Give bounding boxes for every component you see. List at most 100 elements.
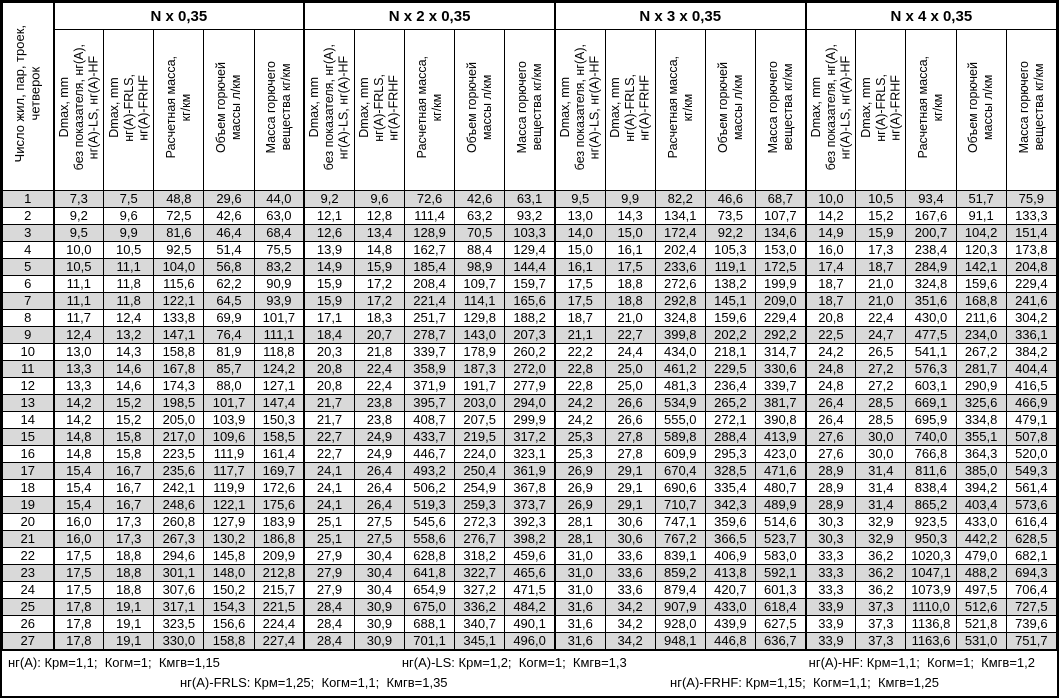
value-cell: 28,5 xyxy=(855,394,907,412)
value-cell: 9,6 xyxy=(103,207,155,225)
value-cell: 134,6 xyxy=(754,224,807,242)
value-cell: 9,9 xyxy=(604,190,656,208)
value-cell: 276,7 xyxy=(454,530,506,548)
table-row: 21 16,0 17,3 267,3 130,2 186,8 25,1 27,5 558,6 27… xyxy=(2,530,1057,548)
value-cell: 17,5 xyxy=(52,564,105,582)
value-cell: 32,9 xyxy=(855,530,907,548)
value-cell: 30,4 xyxy=(353,547,405,565)
value-cell: 616,4 xyxy=(1005,513,1057,531)
column-header-label: Dmax, mm без показателя, нг(А), нг(А)-LS… xyxy=(307,44,351,171)
value-cell: 34,2 xyxy=(604,598,656,616)
value-cell: 15,2 xyxy=(855,207,907,225)
value-cell: 207,3 xyxy=(504,326,556,344)
column-header-label: Объем горючей массы л/км xyxy=(464,61,494,154)
table-row: 6 11,1 11,8 115,6 62,2 90,9 15,9 17,2 208,4 109,7… xyxy=(2,275,1057,293)
value-cell: 18,7 xyxy=(804,275,857,293)
value-cell: 345,1 xyxy=(454,632,506,650)
column-header-label: Dmax, mm без показателя, нг(А), нг(А)-LS… xyxy=(808,44,853,171)
value-cell: 104,2 xyxy=(955,224,1007,242)
column-header-cell: Масса горючего вещества кг/км xyxy=(754,29,807,191)
value-cell: 549,3 xyxy=(1005,462,1057,480)
value-cell: 22,7 xyxy=(604,326,656,344)
value-cell: 24,2 xyxy=(553,394,606,412)
value-cell: 33,3 xyxy=(804,547,857,565)
value-cell: 211,6 xyxy=(955,309,1007,327)
value-cell: 111,9 xyxy=(203,445,255,463)
value-cell: 740,0 xyxy=(905,428,957,446)
table-row: 13 14,2 15,2 198,5 101,7 147,4 21,7 23,8 395,7 20… xyxy=(2,394,1057,412)
value-cell: 24,8 xyxy=(804,360,857,378)
value-cell: 134,1 xyxy=(654,207,706,225)
value-cell: 512,6 xyxy=(955,598,1007,616)
value-cell: 20,8 xyxy=(804,309,857,327)
value-cell: 119,1 xyxy=(704,258,756,276)
value-cell: 10,0 xyxy=(804,190,857,208)
value-cell: 147,1 xyxy=(153,326,205,344)
row-number-cell: 13 xyxy=(2,394,54,412)
value-cell: 36,2 xyxy=(855,581,907,599)
value-cell: 294,6 xyxy=(153,547,205,565)
value-cell: 20,7 xyxy=(353,326,405,344)
row-number-cell: 23 xyxy=(2,564,54,582)
value-cell: 636,7 xyxy=(754,632,807,650)
value-cell: 161,4 xyxy=(253,445,305,463)
value-cell: 62,2 xyxy=(203,275,255,293)
value-cell: 751,7 xyxy=(1005,632,1057,650)
value-cell: 284,9 xyxy=(905,258,957,276)
value-cell: 172,6 xyxy=(253,479,305,497)
value-cell: 670,4 xyxy=(654,462,706,480)
table-row: 2 9,2 9,6 72,5 42,6 63,0 12,1 12,8 111,4 63,2 93,2… xyxy=(2,207,1057,225)
value-cell: 254,9 xyxy=(454,479,506,497)
value-cell: 27,9 xyxy=(303,547,355,565)
value-cell: 24,1 xyxy=(303,462,355,480)
value-cell: 839,1 xyxy=(654,547,706,565)
column-header-label: Расчетная масса, кг/км xyxy=(414,56,444,159)
value-cell: 13,0 xyxy=(553,207,606,225)
value-cell: 22,2 xyxy=(553,343,606,361)
value-cell: 7,3 xyxy=(52,190,105,208)
value-cell: 339,7 xyxy=(403,343,456,361)
value-cell: 24,2 xyxy=(804,343,857,361)
value-cell: 364,3 xyxy=(955,445,1007,463)
value-cell: 14,9 xyxy=(804,224,857,242)
value-cell: 88,0 xyxy=(203,377,255,395)
row-number-cell: 15 xyxy=(2,428,54,446)
value-cell: 117,7 xyxy=(203,462,255,480)
value-cell: 128,9 xyxy=(403,224,456,242)
value-cell: 18,7 xyxy=(855,258,907,276)
value-cell: 272,1 xyxy=(704,411,756,429)
table-row: 22 17,5 18,8 294,6 145,8 209,9 27,9 30,4 628,8 31… xyxy=(2,547,1057,565)
value-cell: 153,0 xyxy=(754,241,807,259)
value-cell: 12,1 xyxy=(303,207,355,225)
value-cell: 15,4 xyxy=(52,496,105,514)
row-number-cell: 7 xyxy=(2,292,54,310)
value-cell: 1047,1 xyxy=(905,564,957,582)
value-cell: 202,4 xyxy=(654,241,706,259)
value-cell: 25,0 xyxy=(604,360,656,378)
row-number-cell: 1 xyxy=(2,190,54,208)
value-cell: 22,8 xyxy=(553,360,606,378)
value-cell: 73,5 xyxy=(704,207,756,225)
value-cell: 101,7 xyxy=(253,309,305,327)
row-number-cell: 5 xyxy=(2,258,54,276)
value-cell: 150,2 xyxy=(203,581,255,599)
value-cell: 479,1 xyxy=(1005,411,1057,429)
value-cell: 403,4 xyxy=(955,496,1007,514)
value-cell: 103,9 xyxy=(203,411,255,429)
value-cell: 29,1 xyxy=(604,462,656,480)
value-cell: 27,6 xyxy=(804,445,857,463)
value-cell: 21,0 xyxy=(604,309,656,327)
value-cell: 16,0 xyxy=(52,530,105,548)
value-cell: 416,5 xyxy=(1005,377,1057,395)
row-number-cell: 9 xyxy=(2,326,54,344)
value-cell: 233,6 xyxy=(654,258,706,276)
value-cell: 433,7 xyxy=(403,428,456,446)
value-cell: 27,8 xyxy=(604,445,656,463)
value-cell: 234,0 xyxy=(955,326,1007,344)
value-cell: 11,1 xyxy=(103,258,155,276)
value-cell: 159,7 xyxy=(504,275,556,293)
value-cell: 33,9 xyxy=(804,632,857,650)
group-header-nx3x035: N x 3 x 0,35 xyxy=(553,2,807,30)
value-cell: 30,6 xyxy=(604,530,656,548)
